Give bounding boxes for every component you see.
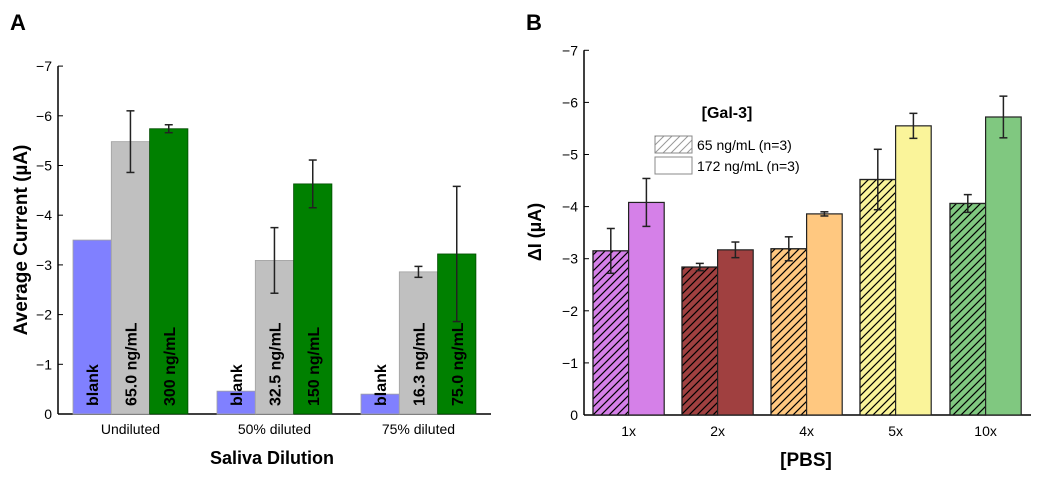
x-axis-label: [PBS] — [780, 450, 832, 471]
panel-a-label: A — [10, 10, 26, 35]
panel-b: 0 −1 −2 −3 −4 −5 −6 −7 ΔI (µA) [PBS] 1x 2x 4x 5x 10x [G… — [525, 42, 1031, 471]
bar — [984, 116, 1022, 416]
bar-label: 32.5 ng/mL — [267, 322, 284, 406]
x-tick-label: 75% diluted — [382, 421, 455, 437]
bar-label: 65.0 ng/mL — [123, 322, 140, 406]
y-tick-label: 0 — [570, 407, 578, 423]
y-axis-label: Average Current (µA) — [11, 145, 32, 336]
bar — [894, 125, 932, 416]
x-tick-label: Undiluted — [101, 421, 160, 437]
y-tick-label: 0 — [44, 406, 52, 422]
y-tick-label: −4 — [562, 199, 578, 215]
y-tick-label: −2 — [562, 303, 578, 319]
bar — [805, 213, 843, 416]
legend: [Gal-3] 65 ng/mL (n=3) 172 ng/mL (n=3) — [654, 105, 800, 175]
bar-label: 300 ng/mL — [162, 327, 179, 406]
panel-a: 0 −1 −2 −3 −4 −5 −6 −7 Average Current (µA) Saliv… — [11, 58, 491, 468]
bar — [627, 201, 665, 416]
bar — [293, 183, 333, 415]
legend-title: [Gal-3] — [702, 105, 753, 122]
y-tick-label: −3 — [36, 257, 52, 273]
x-tick-label: 1x — [621, 423, 636, 439]
y-tick-label: −1 — [36, 356, 52, 372]
bar-label: blank — [229, 364, 246, 406]
y-tick-label: −2 — [36, 307, 52, 323]
bar-hatch — [681, 266, 719, 416]
bar-hatch — [859, 178, 897, 416]
bar-hatch — [592, 250, 630, 416]
legend-entry: 65 ng/mL (n=3) — [697, 137, 792, 153]
x-tick-label: 5x — [888, 423, 903, 439]
bar — [716, 249, 754, 416]
y-tick-label: −6 — [562, 94, 578, 110]
bar — [149, 128, 189, 415]
legend-entry: 172 ng/mL (n=3) — [697, 158, 800, 174]
x-tick-label: 50% diluted — [238, 421, 311, 437]
legend-swatch-hatched — [654, 135, 693, 154]
x-tick-label: 4x — [799, 423, 814, 439]
bar-label: blank — [373, 364, 390, 406]
x-axis-label: Saliva Dilution — [210, 448, 334, 468]
bar-label: blank — [85, 364, 102, 406]
y-tick-label: −4 — [36, 207, 52, 223]
y-tick-label: −7 — [36, 58, 52, 74]
legend-swatch-solid — [654, 156, 693, 175]
x-tick-label: 2x — [710, 423, 725, 439]
bar-label: 16.3 ng/mL — [411, 322, 428, 406]
y-tick-label: −7 — [562, 42, 578, 58]
bar — [110, 141, 151, 415]
bar-hatch — [949, 202, 987, 416]
bar — [398, 271, 438, 415]
y-tick-label: −5 — [36, 158, 52, 174]
y-tick-label: −3 — [562, 251, 578, 267]
bar-label: 150 ng/mL — [306, 327, 323, 406]
y-tick-label: −1 — [562, 355, 578, 371]
y-tick-label: −6 — [36, 108, 52, 124]
x-tick-label: 10x — [974, 423, 997, 439]
bar-label: 75.0 ng/mL — [450, 322, 467, 406]
bar-hatch — [770, 248, 808, 416]
y-axis-label: ΔI (µA) — [525, 203, 545, 261]
y-tick-label: −5 — [562, 147, 578, 163]
panel-b-label: B — [526, 10, 542, 35]
